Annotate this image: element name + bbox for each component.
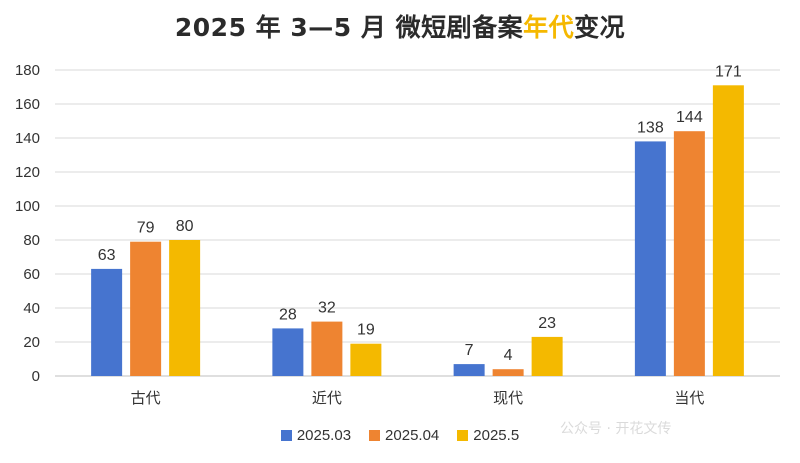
chart-title-prefix: 2025 年 3—5 月 微短剧备案 <box>174 13 524 42</box>
bar <box>712 85 744 377</box>
data-label: 171 <box>715 63 742 80</box>
bar <box>453 364 485 376</box>
y-tick-label: 180 <box>15 62 40 79</box>
legend-label-2025-03: 2025.03 <box>296 427 352 444</box>
bar <box>272 328 304 376</box>
legend-label-2025-5: 2025.5 <box>473 427 520 444</box>
bar <box>91 268 123 376</box>
x-tick-label: 当代 <box>674 389 704 407</box>
bar <box>350 343 382 376</box>
y-tick-label: 80 <box>23 232 40 249</box>
y-tick-label: 20 <box>23 334 40 351</box>
legend-label-2025-04: 2025.04 <box>385 427 440 444</box>
legend-swatch-2025-04 <box>369 430 381 441</box>
data-label: 79 <box>137 220 155 237</box>
legend-item-2025-04: 2025.04 <box>369 427 439 444</box>
data-label: 138 <box>637 119 664 136</box>
x-tick-label: 古代 <box>131 389 161 407</box>
data-label: 32 <box>318 300 336 317</box>
x-tick-label: 现代 <box>493 389 523 407</box>
y-tick-label: 60 <box>23 266 40 283</box>
data-label: 4 <box>504 347 513 364</box>
bar <box>311 321 343 376</box>
chart-title-suffix: 变况 <box>574 13 626 42</box>
bar <box>130 241 162 376</box>
data-label: 144 <box>676 109 703 126</box>
bar <box>169 240 201 376</box>
data-label: 7 <box>465 342 474 359</box>
x-tick-label: 近代 <box>312 389 342 407</box>
legend-item-2025-5: 2025.5 <box>457 427 519 444</box>
y-tick-label: 0 <box>32 368 40 385</box>
y-tick-label: 120 <box>15 164 40 181</box>
y-tick-label: 100 <box>15 198 40 215</box>
bar <box>634 141 666 376</box>
data-label: 63 <box>98 247 116 264</box>
legend: 2025.03 2025.04 2025.5 <box>0 427 800 444</box>
y-tick-label: 160 <box>15 96 40 113</box>
bar <box>492 369 524 376</box>
data-label: 19 <box>357 322 375 339</box>
data-label: 23 <box>538 315 556 332</box>
chart-title-highlight: 年代 <box>523 13 575 42</box>
watermark: 公众号 · 开花文传 <box>560 421 672 437</box>
data-label: 80 <box>176 218 194 235</box>
bar <box>531 336 563 376</box>
y-tick-label: 140 <box>15 130 40 147</box>
legend-item-2025-03: 2025.03 <box>280 427 352 444</box>
chart-title: 2025 年 3—5 月 微短剧备案年代变况 <box>0 8 800 44</box>
bar <box>673 131 705 376</box>
y-tick-label: 40 <box>23 300 40 317</box>
legend-swatch-2025-5 <box>457 430 469 441</box>
data-label: 28 <box>279 306 297 323</box>
legend-swatch-2025-03 <box>280 430 292 441</box>
